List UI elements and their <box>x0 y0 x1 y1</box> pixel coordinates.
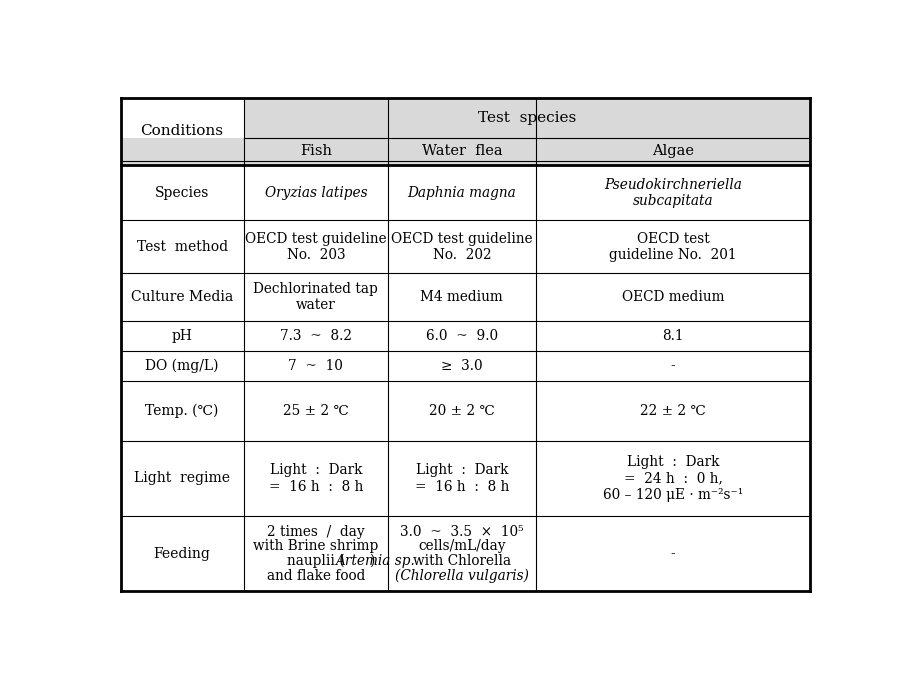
Text: OECD test guideline
No.  203: OECD test guideline No. 203 <box>245 232 387 262</box>
Text: 25 ± 2 ℃: 25 ± 2 ℃ <box>283 404 349 418</box>
Text: cells/mL/day: cells/mL/day <box>418 539 506 553</box>
Text: Temp. (℃): Temp. (℃) <box>145 404 219 418</box>
Text: (Chlorella vulgaris): (Chlorella vulgaris) <box>395 569 528 583</box>
Text: 22 ± 2 ℃: 22 ± 2 ℃ <box>640 404 706 418</box>
Text: ): ) <box>370 554 375 568</box>
Text: Oryzias latipes: Oryzias latipes <box>264 186 367 200</box>
Text: with Brine shrimp: with Brine shrimp <box>253 539 379 553</box>
Text: Test  species: Test species <box>478 110 576 125</box>
Text: -: - <box>671 547 676 561</box>
Text: OECD test
guideline No.  201: OECD test guideline No. 201 <box>609 232 736 262</box>
Text: Species: Species <box>155 186 210 200</box>
Text: 3.0  ~  3.5  ×  10⁵: 3.0 ~ 3.5 × 10⁵ <box>400 524 524 539</box>
Text: Light  :  Dark
=  16 h  :  8 h: Light : Dark = 16 h : 8 h <box>415 463 509 494</box>
Text: Light  :  Dark
=  16 h  :  8 h: Light : Dark = 16 h : 8 h <box>269 463 363 494</box>
Text: 20 ± 2 ℃: 20 ± 2 ℃ <box>429 404 495 418</box>
Text: 7  ~  10: 7 ~ 10 <box>289 359 343 372</box>
Text: Light  :  Dark
=  24 h  :  0 h,
60 – 120 μE · m⁻²s⁻¹: Light : Dark = 24 h : 0 h, 60 – 120 μE ·… <box>603 456 743 502</box>
Text: 6.0  ~  9.0: 6.0 ~ 9.0 <box>426 329 498 342</box>
Text: ≥  3.0: ≥ 3.0 <box>441 359 483 372</box>
Text: Water  flea: Water flea <box>421 145 502 158</box>
Text: OECD test guideline
No.  202: OECD test guideline No. 202 <box>391 232 533 262</box>
Text: Feeding: Feeding <box>153 547 211 561</box>
Text: Fish: Fish <box>300 145 331 158</box>
Text: Culture Media: Culture Media <box>131 290 233 303</box>
Text: 2 times  /  day: 2 times / day <box>267 524 365 539</box>
Text: Test  method: Test method <box>136 239 228 254</box>
Bar <box>121 138 810 165</box>
Text: Light  regime: Light regime <box>134 471 230 486</box>
Text: nauplii (: nauplii ( <box>287 554 345 568</box>
Text: 8.1: 8.1 <box>662 329 684 342</box>
Text: OECD medium: OECD medium <box>622 290 725 303</box>
Text: Conditions: Conditions <box>141 124 223 138</box>
Text: -: - <box>671 359 676 372</box>
Text: Artemia sp.: Artemia sp. <box>336 554 415 568</box>
Text: pH: pH <box>172 329 192 342</box>
Text: Pseudokirchneriella
subcapitata: Pseudokirchneriella subcapitata <box>604 178 742 208</box>
Text: M4 medium: M4 medium <box>420 290 503 303</box>
Text: Dechlorinated tap
water: Dechlorinated tap water <box>253 282 379 312</box>
Text: Daphnia magna: Daphnia magna <box>408 186 517 200</box>
Text: Algae: Algae <box>652 145 694 158</box>
Text: DO (mg/L): DO (mg/L) <box>145 359 219 373</box>
Text: and flake food: and flake food <box>267 569 365 582</box>
Bar <box>243 98 810 138</box>
Text: 7.3  ~  8.2: 7.3 ~ 8.2 <box>280 329 351 342</box>
Text: with Chlorella: with Chlorella <box>413 554 511 568</box>
